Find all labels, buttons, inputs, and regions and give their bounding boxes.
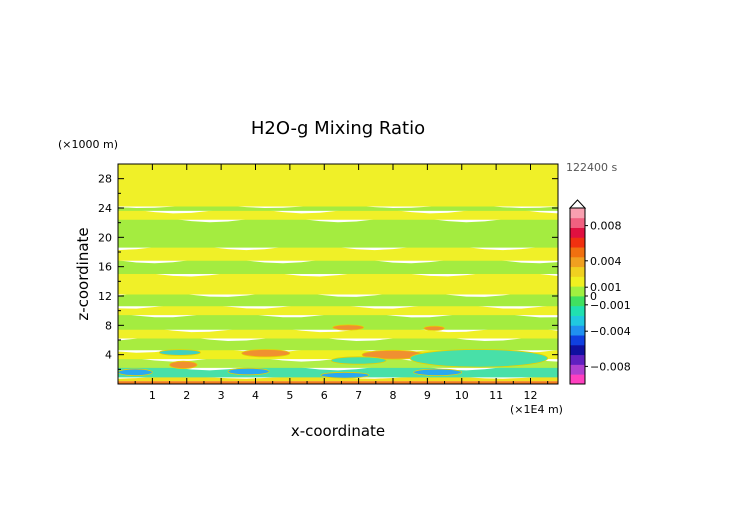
y-unit-label: (×1000 m) bbox=[58, 138, 118, 151]
contour-band bbox=[118, 217, 558, 248]
colorbar-label: 0.004 bbox=[590, 255, 622, 268]
x-tick-label: 9 bbox=[424, 389, 431, 402]
plot-frame bbox=[117, 163, 559, 385]
contour-band bbox=[118, 327, 558, 339]
contour-feature bbox=[423, 325, 445, 331]
colorbar-label: 0.001 bbox=[590, 281, 622, 294]
colorbar-segment bbox=[570, 305, 585, 316]
x-axis: 1 2 3 4 5 6 7 8 9 10 11 12 bbox=[134, 164, 549, 402]
time-label: 122400 s bbox=[566, 161, 617, 174]
x-tick-label: 3 bbox=[218, 389, 225, 402]
y-tick-label: 16 bbox=[98, 261, 112, 274]
contour-feature bbox=[117, 368, 153, 376]
contour-feature bbox=[330, 356, 387, 365]
contour-band bbox=[118, 208, 558, 220]
contour-features bbox=[117, 324, 549, 379]
x-tick-label: 12 bbox=[524, 389, 538, 402]
y-tick-label: 28 bbox=[98, 173, 112, 186]
y-axis: 4 8 12 16 20 24 28 bbox=[98, 173, 558, 370]
y-tick-label: 4 bbox=[105, 349, 112, 362]
colorbar-segment bbox=[570, 266, 585, 277]
contour-band bbox=[118, 245, 558, 261]
colorbar-segment bbox=[570, 354, 585, 365]
colorbar-label: −0.004 bbox=[590, 325, 631, 338]
contour-feature bbox=[320, 371, 370, 379]
colorbar-segment bbox=[570, 217, 585, 228]
x-tick-label: 10 bbox=[455, 389, 469, 402]
x-tick-label: 11 bbox=[489, 389, 503, 402]
colorbar-segment bbox=[570, 237, 585, 248]
contour-feature bbox=[227, 367, 270, 376]
chart-title: H2O-g Mixing Ratio bbox=[251, 118, 425, 139]
colorbar-label: −0.001 bbox=[590, 299, 631, 312]
contour-band bbox=[118, 381, 558, 384]
contour-feature bbox=[409, 349, 549, 368]
colorbar-segment bbox=[570, 276, 585, 287]
colorbar-segment bbox=[570, 286, 585, 297]
contour-band bbox=[118, 303, 558, 316]
contour-feature bbox=[332, 324, 365, 331]
colorbar-segment bbox=[570, 296, 585, 307]
contour-band bbox=[118, 312, 558, 330]
colorbar-label: 0 bbox=[590, 290, 597, 303]
x-tick-label: 4 bbox=[252, 389, 259, 402]
contour-band bbox=[118, 258, 558, 274]
x-tick-label: 1 bbox=[149, 389, 156, 402]
y-tick-label: 12 bbox=[98, 290, 112, 303]
colorbar-segment bbox=[570, 208, 585, 219]
contour-band bbox=[118, 292, 558, 307]
colorbar-extend-arrow bbox=[568, 199, 587, 209]
y-tick-label: 24 bbox=[98, 202, 112, 215]
contour-band bbox=[118, 376, 558, 382]
x-tick-label: 5 bbox=[286, 389, 293, 402]
contour-feature bbox=[158, 349, 201, 356]
colorbar-segment bbox=[570, 335, 585, 346]
colorbar-label: −0.008 bbox=[590, 360, 631, 373]
contour-band bbox=[118, 164, 558, 207]
contour-feature bbox=[169, 360, 198, 369]
x-tick-label: 8 bbox=[390, 389, 397, 402]
colorbar-segment bbox=[570, 315, 585, 326]
y-tick-label: 8 bbox=[105, 319, 112, 332]
contour-feature bbox=[241, 349, 291, 358]
contour-band bbox=[118, 271, 558, 295]
colorbar-segment bbox=[570, 364, 585, 375]
y-tick-label: 20 bbox=[98, 231, 112, 244]
plot-area bbox=[117, 163, 559, 385]
colorbar-segment bbox=[570, 374, 585, 385]
x-tick-label: 6 bbox=[321, 389, 328, 402]
y-axis-label: z-coordinate bbox=[74, 227, 92, 320]
colorbar-segment bbox=[570, 247, 585, 258]
x-axis-label: x-coordinate bbox=[291, 422, 385, 440]
x-tick-label: 7 bbox=[355, 389, 362, 402]
colorbar-segment bbox=[570, 256, 585, 268]
colorbar-segment bbox=[570, 325, 585, 336]
x-tick-label: 2 bbox=[183, 389, 190, 402]
contour-band bbox=[118, 336, 558, 351]
colorbar-segment bbox=[570, 227, 585, 238]
contour-feature bbox=[413, 368, 463, 376]
colorbar-label: 0.008 bbox=[590, 220, 622, 233]
x-unit-label: (×1E4 m) bbox=[510, 403, 563, 416]
colorbar-segment bbox=[570, 344, 585, 356]
